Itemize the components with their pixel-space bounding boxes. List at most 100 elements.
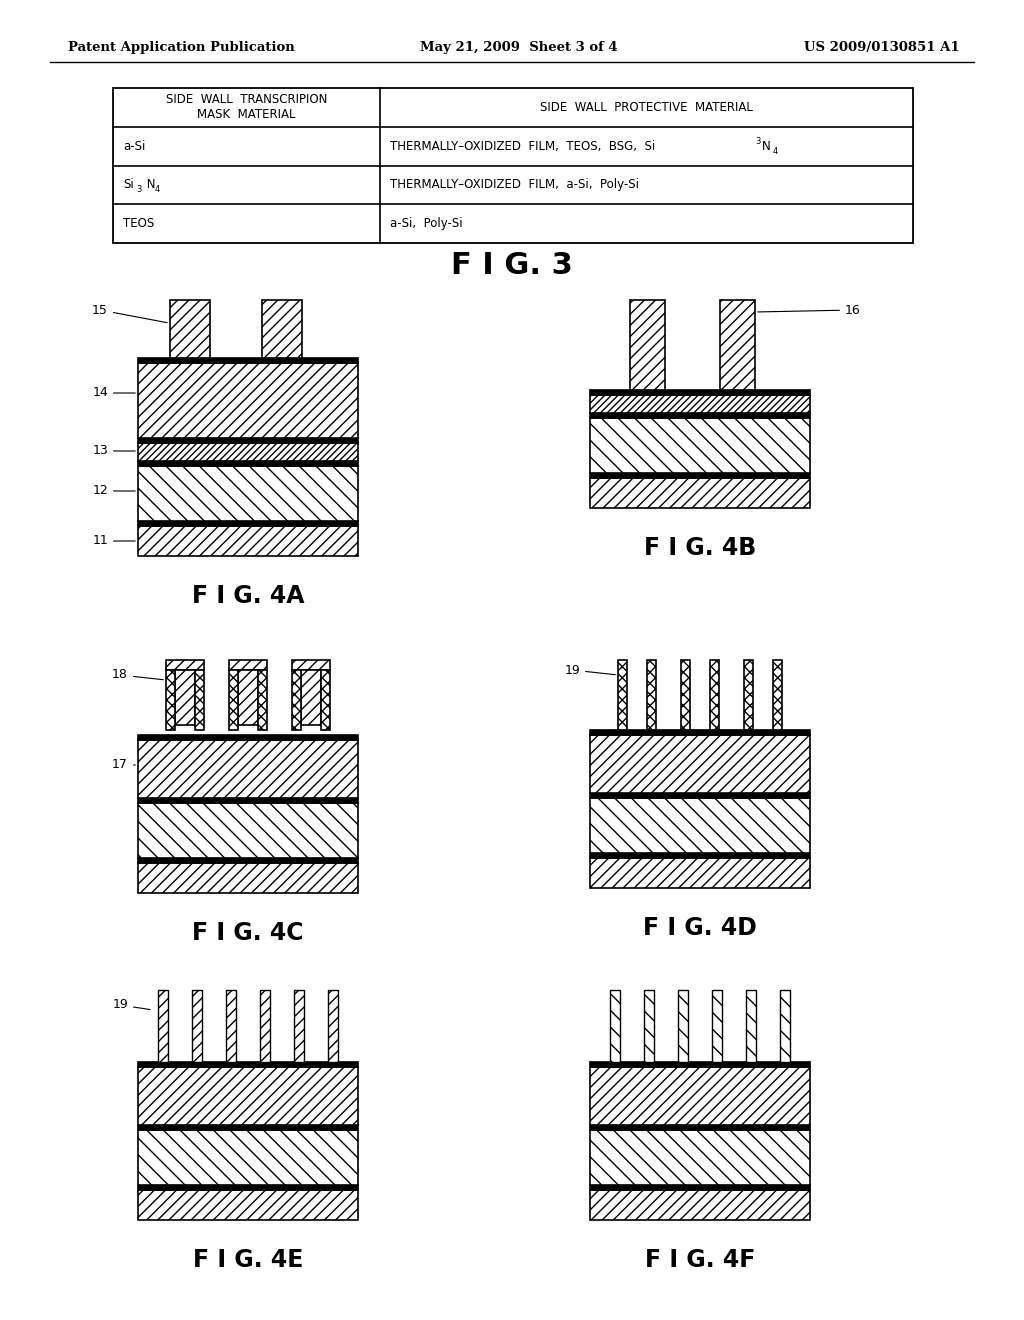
Bar [720,300,755,389]
Bar [590,478,810,508]
Bar [590,395,810,413]
Text: F I G. 4D: F I G. 4D [643,916,757,940]
Bar [138,1130,358,1185]
Bar [138,363,358,438]
Bar [590,1191,810,1220]
Text: SIDE  WALL  PROTECTIVE  MATERIAL: SIDE WALL PROTECTIVE MATERIAL [540,100,753,114]
Text: a-Si: a-Si [123,140,145,153]
Bar [262,300,302,358]
Bar [113,88,913,243]
Bar [138,1063,358,1067]
Text: May 21, 2009  Sheet 3 of 4: May 21, 2009 Sheet 3 of 4 [420,41,617,54]
Bar [618,660,627,730]
Bar [780,990,790,1063]
Bar [138,799,358,803]
Bar [590,858,810,888]
Bar [195,671,204,730]
Bar [138,461,358,466]
Bar [138,1185,358,1191]
Bar [175,671,195,725]
Text: 15: 15 [92,304,167,322]
Bar [138,358,358,363]
Bar [138,1067,358,1125]
Bar [590,793,810,799]
Bar [681,660,690,730]
Bar [229,660,267,671]
Bar [166,671,175,730]
Bar [138,735,358,741]
Bar [166,660,204,671]
Bar [138,858,358,863]
Bar [590,389,810,395]
Text: THERMALLY–OXIDIZED  FILM,  TEOS,  BSG,  Si: THERMALLY–OXIDIZED FILM, TEOS, BSG, Si [390,140,655,153]
Text: 4: 4 [773,147,778,156]
Bar [138,803,358,858]
Text: Patent Application Publication: Patent Application Publication [68,41,295,54]
Bar [301,671,321,725]
Bar [610,990,620,1063]
Text: 19: 19 [113,998,151,1011]
Bar [294,990,304,1063]
Bar [590,413,810,418]
Bar [138,438,358,444]
Bar [773,660,782,730]
Bar [630,300,665,389]
Bar [590,799,810,853]
Bar [590,473,810,478]
Text: US 2009/0130851 A1: US 2009/0130851 A1 [805,41,961,54]
Text: F I G. 4B: F I G. 4B [644,536,756,560]
Text: F I G. 4A: F I G. 4A [191,583,304,609]
Bar [258,671,267,730]
Text: 4: 4 [155,185,160,194]
Text: 16: 16 [758,304,861,317]
Text: 18: 18 [112,668,163,681]
Bar [647,660,656,730]
Text: 3: 3 [755,137,761,145]
Text: F I G. 3: F I G. 3 [452,251,572,280]
Bar [226,990,236,1063]
Text: 3: 3 [136,185,141,194]
Text: F I G. 4F: F I G. 4F [645,1247,755,1272]
Bar [328,990,338,1063]
Text: SIDE  WALL  TRANSCRIPION
MASK  MATERIAL: SIDE WALL TRANSCRIPION MASK MATERIAL [166,94,328,121]
Bar [292,671,301,730]
Text: 17: 17 [112,759,135,771]
Bar [260,990,270,1063]
Bar [138,1191,358,1220]
Bar [138,466,358,521]
Bar [138,1125,358,1130]
Text: F I G. 4E: F I G. 4E [193,1247,303,1272]
Bar [746,990,756,1063]
Bar [238,671,258,725]
Bar [590,1067,810,1125]
Bar [321,671,330,730]
Text: 11: 11 [92,535,135,548]
Bar [590,853,810,858]
Bar [193,990,202,1063]
Text: 14: 14 [92,387,135,400]
Text: Si: Si [123,178,134,191]
Bar [158,990,168,1063]
Bar [138,525,358,556]
Text: 12: 12 [92,484,135,498]
Text: 13: 13 [92,445,135,458]
Bar [590,1063,810,1067]
Text: 19: 19 [564,664,615,676]
Bar [138,444,358,461]
Bar [138,741,358,799]
Text: TEOS: TEOS [123,216,155,230]
Bar [710,660,719,730]
Text: THERMALLY–OXIDIZED  FILM,  a-Si,  Poly-Si: THERMALLY–OXIDIZED FILM, a-Si, Poly-Si [390,178,639,191]
Bar [590,1130,810,1185]
Text: N: N [143,178,156,191]
Bar [712,990,722,1063]
Bar [590,735,810,793]
Bar [138,863,358,894]
Bar [590,418,810,473]
Bar [678,990,688,1063]
Bar [292,660,330,671]
Text: F I G. 4C: F I G. 4C [193,921,304,945]
Bar [590,1185,810,1191]
Text: a-Si,  Poly-Si: a-Si, Poly-Si [390,216,463,230]
Bar [744,660,753,730]
